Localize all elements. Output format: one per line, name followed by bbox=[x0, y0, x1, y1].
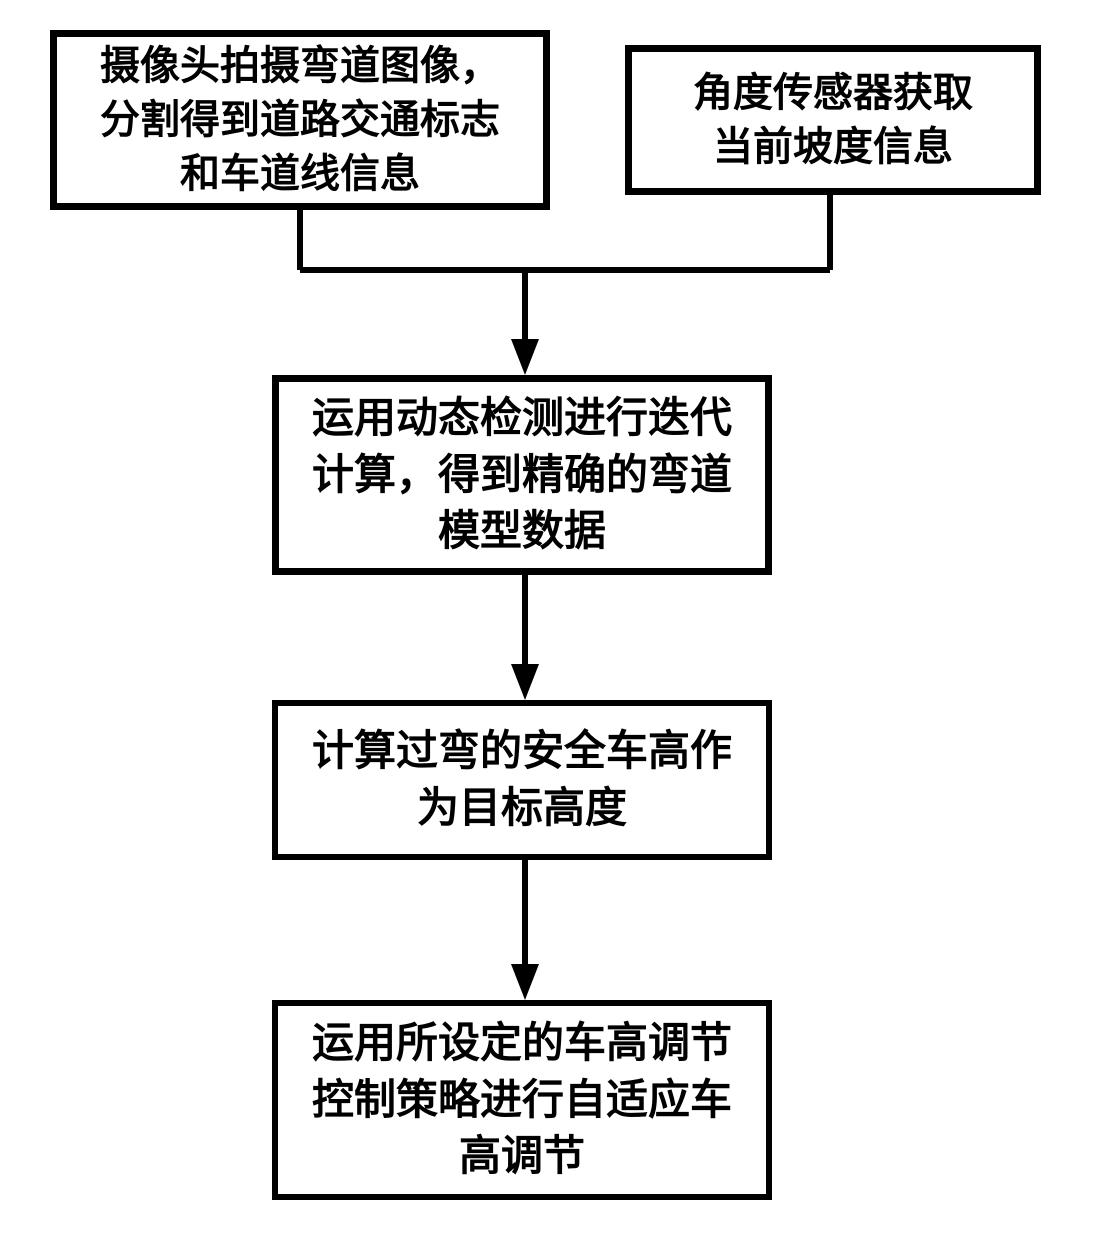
node-input-camera: 摄像头拍摄弯道图像，分割得到道路交通标志和车道线信息 bbox=[50, 30, 550, 210]
node-input-camera-text: 摄像头拍摄弯道图像，分割得到道路交通标志和车道线信息 bbox=[75, 39, 525, 201]
node-control-strategy: 运用所设定的车高调节控制策略进行自适应车高调节 bbox=[272, 1000, 772, 1200]
node-safe-height-text: 计算过弯的安全车高作为目标高度 bbox=[296, 723, 748, 836]
node-control-strategy-text: 运用所设定的车高调节控制策略进行自适应车高调节 bbox=[296, 1015, 748, 1185]
node-safe-height: 计算过弯的安全车高作为目标高度 bbox=[272, 700, 772, 860]
node-dynamic-calc-text: 运用动态检测进行迭代计算，得到精确的弯道模型数据 bbox=[297, 390, 747, 560]
node-input-angle: 角度传感器获取当前坡度信息 bbox=[625, 45, 1041, 195]
node-dynamic-calc: 运用动态检测进行迭代计算，得到精确的弯道模型数据 bbox=[272, 375, 772, 575]
node-input-angle-text: 角度传感器获取当前坡度信息 bbox=[650, 66, 1016, 174]
flowchart-canvas: 摄像头拍摄弯道图像，分割得到道路交通标志和车道线信息 角度传感器获取当前坡度信息… bbox=[0, 0, 1105, 1259]
